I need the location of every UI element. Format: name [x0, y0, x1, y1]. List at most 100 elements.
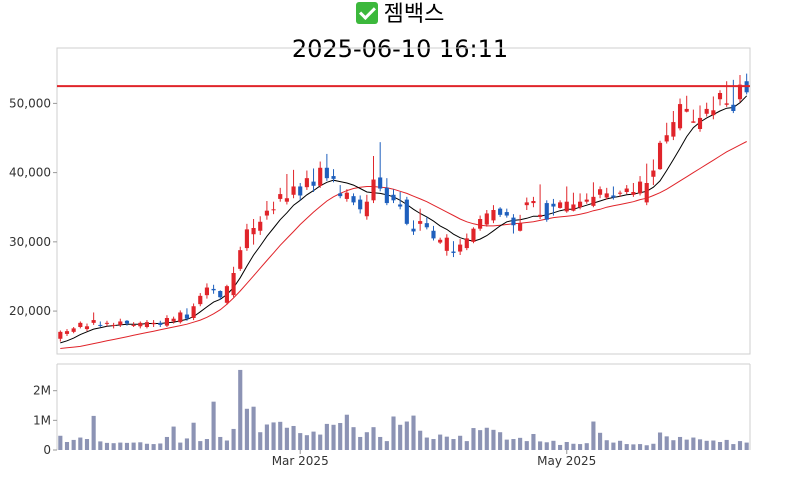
volume-bar	[378, 436, 383, 450]
candle-body	[351, 196, 356, 203]
candle-body	[404, 199, 409, 224]
candle-body	[478, 219, 483, 229]
candle-body	[531, 201, 536, 204]
volume-bar	[478, 430, 483, 450]
candle-body	[71, 328, 76, 332]
volume-bar	[191, 422, 196, 450]
volume-bar	[471, 428, 476, 450]
candle	[191, 303, 196, 321]
volume-bar	[344, 414, 349, 450]
volume-bar	[431, 439, 436, 450]
candle	[171, 316, 176, 324]
candle-body	[338, 193, 343, 197]
candle-body	[637, 181, 643, 194]
candle-body	[684, 108, 689, 112]
candle	[204, 283, 209, 299]
candle-body	[644, 183, 649, 203]
candle	[584, 193, 589, 204]
candle-body	[604, 193, 609, 198]
candle	[411, 220, 416, 235]
volume-bar	[184, 438, 190, 450]
volume-bar	[491, 429, 496, 450]
candle-body	[84, 326, 90, 330]
candle-body	[524, 202, 529, 206]
candle	[724, 81, 729, 107]
candle-body	[491, 210, 496, 221]
candle-body	[251, 228, 256, 235]
candle	[331, 169, 336, 183]
candle	[531, 196, 536, 208]
candle-body	[371, 179, 376, 201]
candle	[351, 193, 356, 206]
candle	[617, 190, 623, 197]
volume-bar	[111, 443, 116, 450]
volume-bar	[318, 434, 323, 450]
x-axis: Mar 2025 May 2025	[272, 450, 596, 468]
candle-body	[551, 203, 556, 207]
candle	[164, 315, 170, 327]
candle-body	[111, 324, 116, 326]
candle-body	[324, 167, 329, 179]
volume-bar	[178, 442, 183, 450]
candle	[178, 310, 183, 324]
candle-body	[164, 318, 170, 326]
volume-bar	[71, 439, 76, 450]
candle-body	[431, 230, 436, 239]
candle	[84, 323, 90, 332]
candle	[444, 234, 449, 256]
volume-bar	[504, 439, 509, 450]
candle	[71, 327, 76, 334]
candle	[284, 174, 289, 205]
volume-bar	[464, 441, 469, 450]
candle-body	[691, 121, 696, 123]
candle	[158, 320, 163, 327]
candle	[691, 109, 696, 123]
candle-body	[58, 331, 63, 339]
volume-bar	[151, 444, 156, 450]
candle	[211, 284, 216, 294]
candle	[438, 237, 443, 244]
volume-bar	[604, 440, 609, 450]
candle-body	[358, 199, 363, 210]
candle	[344, 189, 349, 202]
volume-bar	[684, 439, 689, 450]
candle	[224, 284, 229, 305]
candle	[451, 241, 456, 258]
candle-body	[118, 321, 123, 325]
volume-bar	[224, 440, 229, 450]
candle	[318, 161, 323, 188]
candle-body	[564, 201, 569, 212]
volume-bar	[578, 444, 583, 450]
volume-bar	[544, 442, 549, 450]
candle	[717, 90, 723, 106]
candle-body	[284, 198, 289, 202]
x-tick-label: May 2025	[537, 454, 596, 468]
volume-tick-label: 2M	[33, 384, 51, 398]
volume-bar	[371, 427, 376, 450]
candle	[484, 210, 489, 227]
candle	[111, 322, 116, 329]
candle	[151, 320, 156, 327]
candle	[124, 320, 130, 326]
candle-body	[184, 314, 190, 319]
volume-bar	[651, 443, 656, 450]
candle-body	[424, 223, 429, 228]
volume-bar	[211, 401, 216, 450]
candle	[624, 185, 629, 195]
candle-body	[571, 204, 576, 211]
volume-bar	[458, 435, 463, 450]
candle	[238, 246, 243, 271]
candle-body	[231, 273, 236, 296]
candle	[291, 169, 296, 199]
candle-body	[104, 322, 110, 324]
candle	[231, 266, 236, 298]
candle-body	[737, 84, 743, 100]
candle-body	[331, 176, 336, 179]
candle-body	[504, 212, 509, 216]
volume-bar	[418, 430, 423, 450]
volume-bar	[677, 436, 683, 450]
candle	[657, 140, 663, 170]
candle	[458, 239, 463, 255]
candle	[631, 183, 636, 197]
candle	[418, 208, 423, 231]
